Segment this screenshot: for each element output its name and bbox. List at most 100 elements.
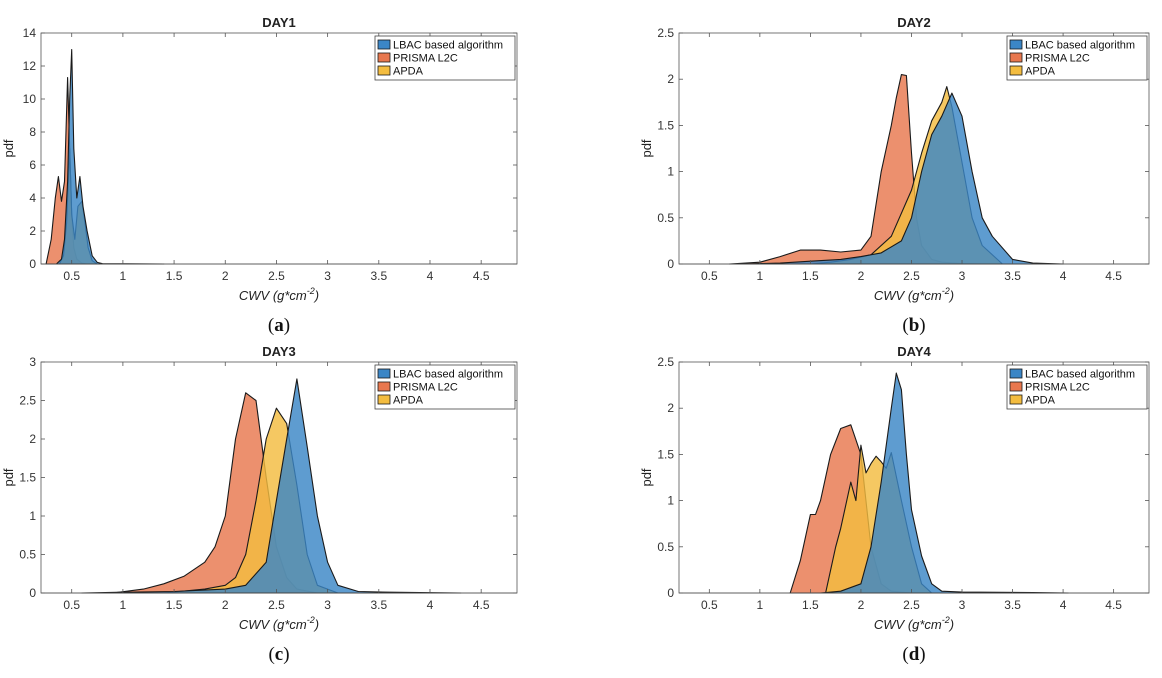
legend-label-lbac: LBAC based algorithm: [1025, 40, 1135, 52]
x-axis-label: CWV (g*cm-2): [874, 615, 954, 632]
x-axis-label: CWV (g*cm-2): [239, 615, 319, 632]
y-tick-label: 4: [29, 191, 36, 205]
legend-swatch-lbac: [377, 39, 391, 50]
caption-paren-open: (: [902, 644, 908, 665]
legend-label-lbac: LBAC based algorithm: [393, 40, 503, 52]
x-tick-label: 3: [959, 269, 966, 283]
x-tick-label: 1.5: [802, 269, 819, 283]
panel-b: 0.5 1 1.5 2 2.5 3 3.5 4 4.5 0 0.5 1 1.5 2 2.5 DAY2 pdf CW…: [639, 15, 1150, 336]
x-tick-label: 4.5: [1105, 598, 1122, 612]
x-tick-label: 2.5: [268, 269, 285, 283]
x-axis-label-close: ): [948, 617, 954, 632]
panel-caption: (a): [268, 315, 290, 336]
x-tick-label: 0.5: [701, 269, 718, 283]
caption-paren-close: ): [283, 644, 289, 665]
y-tick-label: 1: [29, 509, 36, 523]
x-tick-label: 1: [757, 598, 764, 612]
x-tick-label: 3: [324, 598, 331, 612]
y-tick-label: 2: [29, 432, 36, 446]
x-tick-label: 2: [858, 598, 865, 612]
x-tick-label: 1: [757, 269, 764, 283]
x-tick-label: 0.5: [63, 269, 80, 283]
x-tick-label: 3.5: [370, 598, 387, 612]
caption-letter: b: [909, 315, 920, 336]
y-tick-label: 1: [667, 165, 674, 179]
panel-c: 0.5 1 1.5 2 2.5 3 3.5 4 4.5 0 0.5 1 1.5 2 2.5 3 DAY3 pdf C…: [1, 344, 518, 665]
x-tick-label: 4.5: [473, 598, 490, 612]
x-tick-label: 1.5: [802, 598, 819, 612]
legend-label-prisma: PRISMA L2C: [1025, 382, 1090, 394]
x-axis-label-exponent: -2: [942, 286, 950, 296]
x-tick-label: 4: [427, 269, 434, 283]
x-tick-label: 2.5: [268, 598, 285, 612]
legend-label-prisma: PRISMA L2C: [393, 382, 458, 394]
y-tick-label: 10: [23, 92, 37, 106]
x-tick-label: 4: [427, 598, 434, 612]
chart-title: DAY4: [897, 344, 931, 359]
x-tick-label: 2: [222, 269, 229, 283]
legend-label-prisma: PRISMA L2C: [1025, 53, 1090, 65]
x-tick-label: 1: [120, 598, 127, 612]
panel-caption: (d): [902, 644, 925, 665]
x-tick-label: 1.5: [166, 598, 183, 612]
legend-label-apda: APDA: [393, 66, 424, 78]
x-axis-label-main: CWV (g*cm: [874, 288, 942, 303]
caption-paren-close: ): [919, 644, 925, 665]
y-tick-label: 2: [667, 72, 674, 86]
y-tick-label: 1.5: [657, 447, 674, 461]
caption-paren-open: (: [902, 315, 908, 336]
legend-label-apda: APDA: [393, 395, 424, 407]
y-tick-label: 3: [29, 355, 36, 369]
y-tick-label: 0: [667, 257, 674, 271]
x-tick-label: 2.5: [903, 598, 920, 612]
y-tick-label: 0: [667, 586, 674, 600]
x-tick-label: 4: [1060, 598, 1067, 612]
x-axis-label-main: CWV (g*cm: [874, 617, 942, 632]
x-axis-label-close: ): [313, 617, 319, 632]
caption-paren-close: ): [284, 315, 290, 336]
x-axis-label: CWV (g*cm-2): [239, 286, 319, 303]
x-axis-label-main: CWV (g*cm: [239, 617, 307, 632]
y-tick-label: 0.5: [657, 211, 674, 225]
panel-a: 0.5 1 1.5 2 2.5 3 3.5 4 4.5 0 2 4 6 8 10 12 14 DAY1 pdf CWV…: [1, 15, 518, 336]
legend-swatch-apda: [1009, 65, 1023, 76]
x-tick-label: 2: [858, 269, 865, 283]
y-tick-label: 8: [29, 125, 36, 139]
x-tick-label: 4: [1060, 269, 1067, 283]
x-tick-label: 1: [120, 269, 127, 283]
legend-swatch-apda: [1009, 394, 1023, 405]
y-tick-label: 0: [29, 257, 36, 271]
legend-label-lbac: LBAC based algorithm: [393, 369, 503, 381]
y-tick-label: 14: [23, 26, 37, 40]
chart-title: DAY3: [262, 344, 295, 359]
x-axis-label-exponent: -2: [307, 615, 315, 625]
y-tick-label: 0: [29, 586, 36, 600]
legend-box: [374, 35, 516, 81]
caption-letter: a: [274, 315, 284, 336]
series-area-lbac: [81, 378, 462, 594]
x-tick-label: 4.5: [1105, 269, 1122, 283]
legend-swatch-prisma: [1009, 52, 1023, 63]
x-tick-label: 3.5: [1004, 598, 1021, 612]
x-tick-label: 4.5: [473, 269, 490, 283]
chart-title: DAY1: [262, 15, 295, 30]
x-axis-label-close: ): [313, 288, 319, 303]
caption-paren-open: (: [268, 315, 274, 336]
y-tick-label: 0.5: [657, 540, 674, 554]
legend-label-apda: APDA: [1025, 395, 1056, 407]
legend-swatch-apda: [377, 65, 391, 76]
caption-letter: d: [909, 644, 920, 665]
x-tick-label: 0.5: [63, 598, 80, 612]
x-axis-label-exponent: -2: [942, 615, 950, 625]
x-tick-label: 2.5: [903, 269, 920, 283]
y-axis-label: pdf: [1, 139, 16, 157]
y-axis-label: pdf: [639, 468, 654, 486]
y-axis-label: pdf: [639, 139, 654, 157]
x-tick-label: 1.5: [166, 269, 183, 283]
y-axis-label: pdf: [1, 468, 16, 486]
y-tick-label: 2.5: [657, 26, 674, 40]
x-tick-label: 0.5: [701, 598, 718, 612]
